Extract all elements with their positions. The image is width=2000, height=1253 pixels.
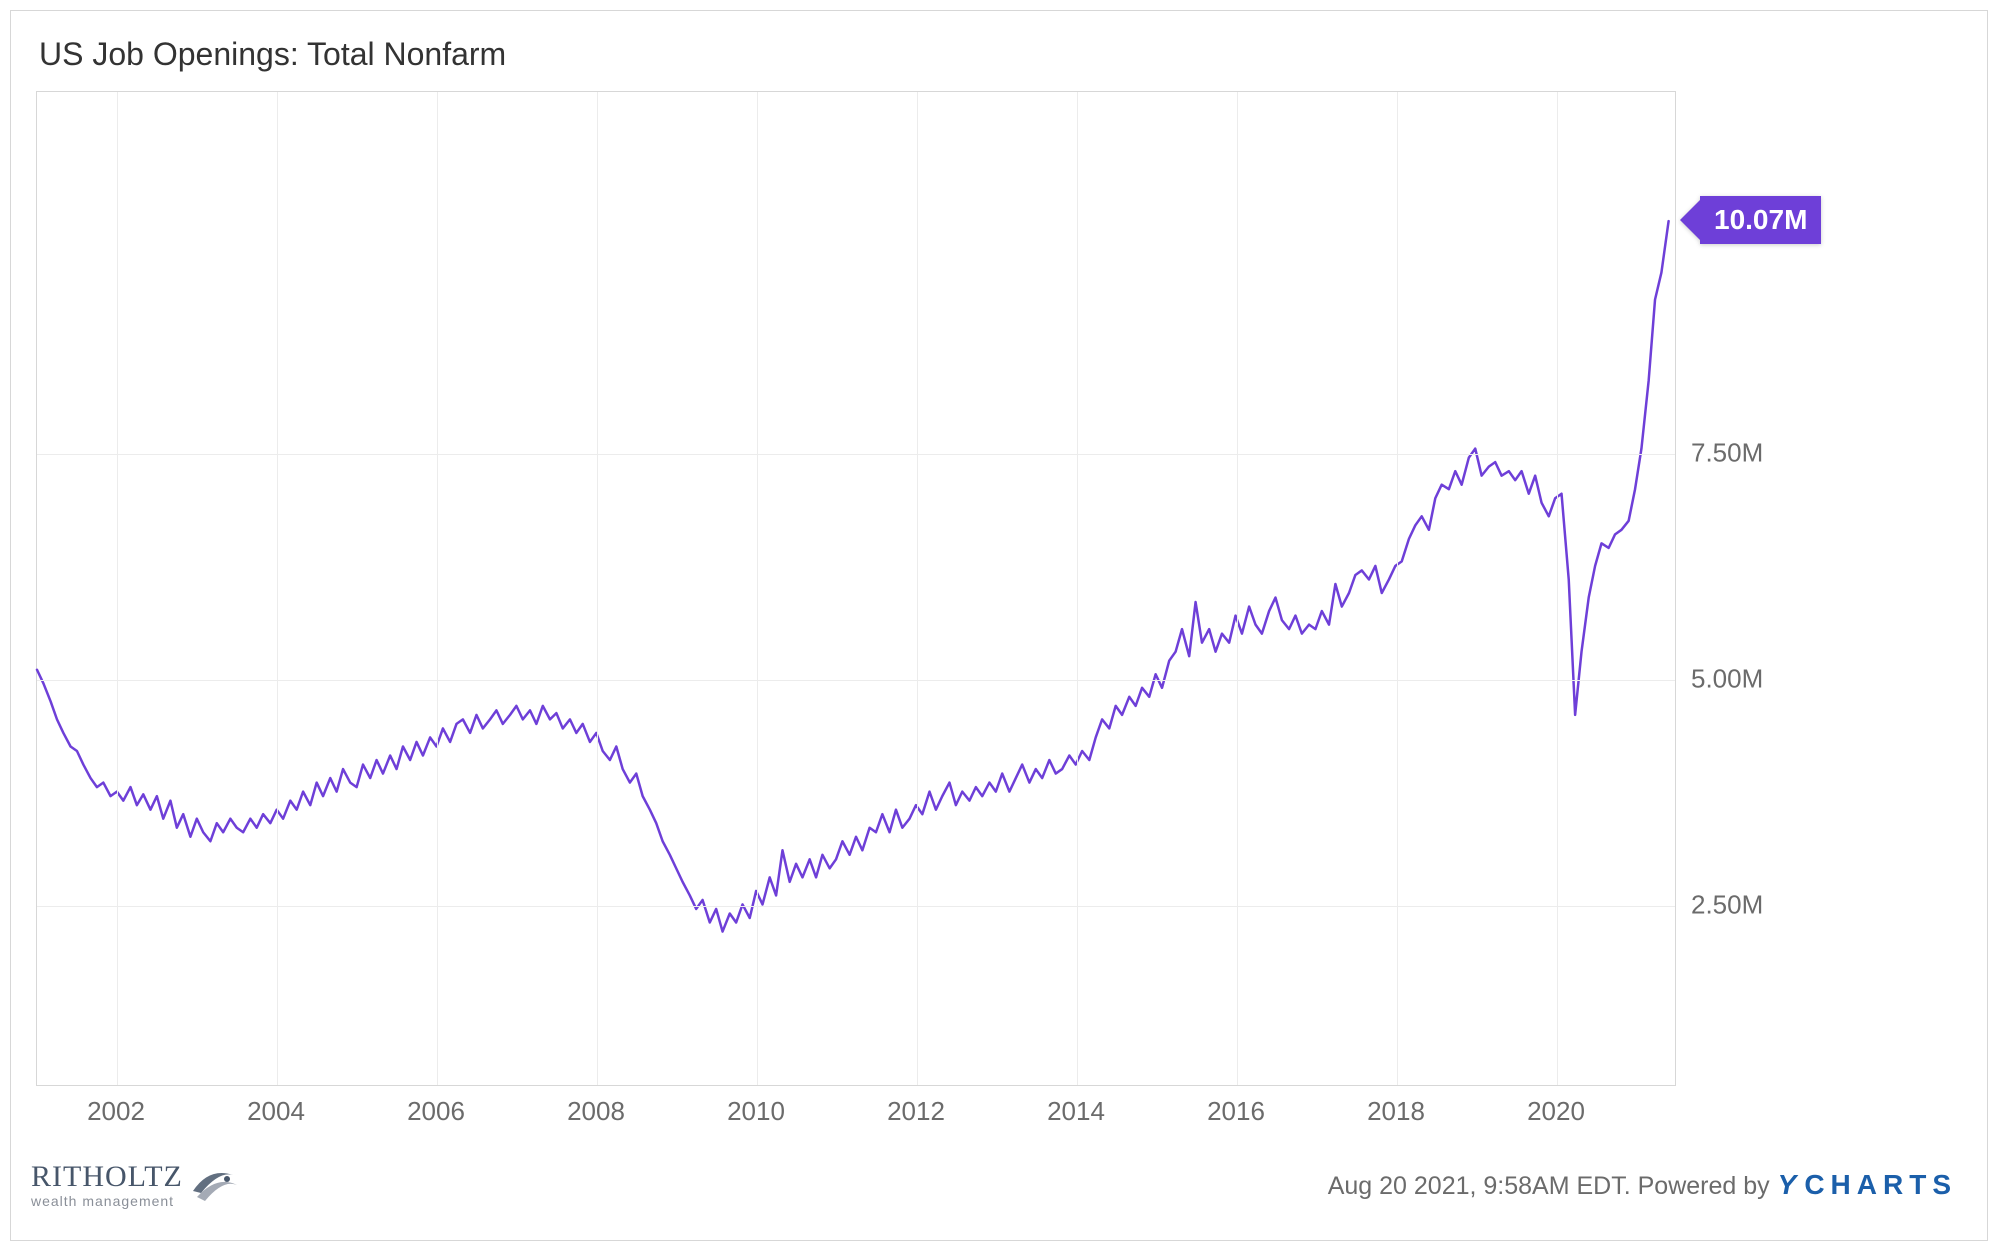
y-tick-label: 2.50M	[1691, 890, 1763, 921]
attribution-text: RITHOLTZ wealth management	[31, 1162, 183, 1208]
x-tick-label: 2010	[727, 1096, 785, 1127]
x-tick-label: 2004	[247, 1096, 305, 1127]
gridline-vertical	[1237, 92, 1238, 1085]
gridline-vertical	[277, 92, 278, 1085]
plot-area	[36, 91, 1676, 1086]
gridline-vertical	[1397, 92, 1398, 1085]
gridline-horizontal	[37, 906, 1675, 907]
gridline-vertical	[437, 92, 438, 1085]
chart-frame: US Job Openings: Total Nonfarm 10.07M RI…	[10, 10, 1988, 1241]
x-tick-label: 2020	[1527, 1096, 1585, 1127]
callout-label: 10.07M	[1700, 196, 1821, 244]
gridline-vertical	[117, 92, 118, 1085]
timestamp-text: Aug 20 2021, 9:58AM EDT. Powered by	[1328, 1172, 1770, 1201]
gridline-horizontal	[37, 680, 1675, 681]
x-tick-label: 2008	[567, 1096, 625, 1127]
y-tick-label: 5.00M	[1691, 663, 1763, 694]
gridline-horizontal	[37, 454, 1675, 455]
attribution-logo: RITHOLTZ wealth management	[31, 1161, 241, 1209]
attribution-sub: wealth management	[31, 1194, 183, 1208]
x-tick-label: 2014	[1047, 1096, 1105, 1127]
y-tick-label: 7.50M	[1691, 437, 1763, 468]
gridline-vertical	[917, 92, 918, 1085]
value-callout: 10.07M	[1680, 196, 1821, 244]
gridline-vertical	[597, 92, 598, 1085]
x-tick-label: 2006	[407, 1096, 465, 1127]
gridline-vertical	[757, 92, 758, 1085]
x-tick-label: 2012	[887, 1096, 945, 1127]
x-tick-label: 2016	[1207, 1096, 1265, 1127]
x-tick-label: 2002	[87, 1096, 145, 1127]
line-series	[37, 92, 1675, 1085]
powered-by: Aug 20 2021, 9:58AM EDT. Powered by YCHA…	[1328, 1169, 1957, 1201]
provider-logo: YCHARTS	[1778, 1169, 1957, 1201]
attribution-swoosh-icon	[189, 1161, 241, 1209]
gridline-vertical	[1557, 92, 1558, 1085]
chart-title: US Job Openings: Total Nonfarm	[39, 36, 506, 73]
gridline-vertical	[1077, 92, 1078, 1085]
attribution-name: RITHOLTZ	[31, 1162, 183, 1192]
callout-arrow-icon	[1680, 200, 1700, 240]
x-tick-label: 2018	[1367, 1096, 1425, 1127]
footer: RITHOLTZ wealth management Aug 20 2021, …	[11, 1140, 1987, 1240]
